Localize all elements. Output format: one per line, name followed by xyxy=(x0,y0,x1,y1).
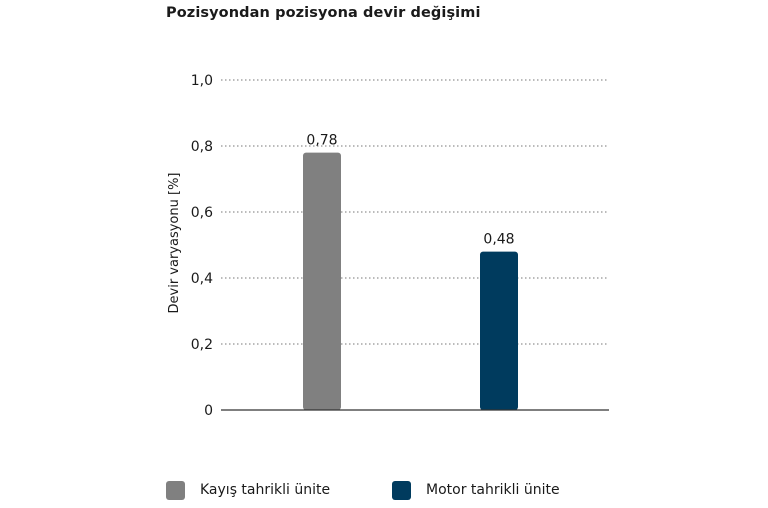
data-labels: 0,78 0,48 xyxy=(306,133,514,248)
y-tick-label: 0,2 xyxy=(191,337,213,353)
legend-label-belt-driven: Kayış tahrikli ünite xyxy=(200,482,331,498)
chart-title: Pozisyondan pozisyona devir değişimi xyxy=(166,5,481,21)
legend-swatch-belt-driven xyxy=(166,480,185,500)
y-tick-label: 1,0 xyxy=(191,73,213,89)
data-label: 0,78 xyxy=(306,133,337,149)
bar-belt-driven xyxy=(303,152,341,410)
grid-lines xyxy=(221,79,609,345)
y-tick-label: 0,6 xyxy=(191,205,213,221)
y-tick-label: 0,4 xyxy=(191,271,213,287)
data-label: 0,48 xyxy=(483,232,514,248)
y-axis-label: Devir varyasyonu [%] xyxy=(167,173,182,314)
bar-motor-driven xyxy=(480,251,518,410)
legend-swatch-motor-driven xyxy=(392,480,411,500)
y-tick-label: 0,8 xyxy=(191,139,213,155)
legend-item-belt-driven: Kayış tahrikli ünite xyxy=(166,479,330,501)
bars xyxy=(303,152,518,410)
legend-item-motor-driven: Motor tahrikli ünite xyxy=(392,479,560,501)
y-tick-label: 0 xyxy=(204,403,213,419)
legend-label-motor-driven: Motor tahrikli ünite xyxy=(426,482,560,498)
y-tick-labels: 0 0,2 0,4 0,6 0,8 1,0 xyxy=(191,73,213,419)
